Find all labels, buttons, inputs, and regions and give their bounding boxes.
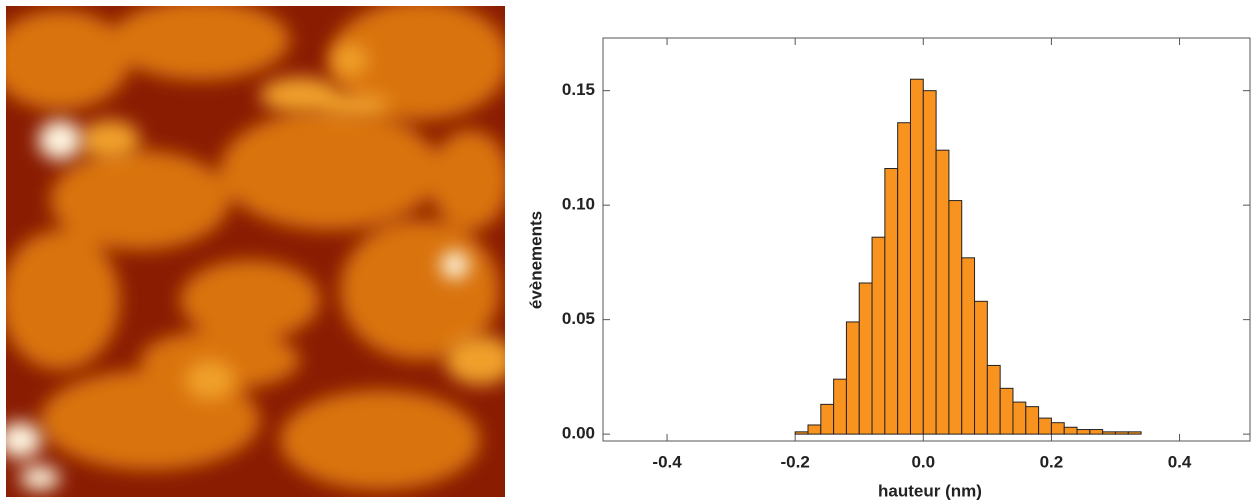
bar (884, 168, 899, 435)
bar (935, 149, 950, 435)
x-axis-label: hauteur (nm) (878, 481, 982, 500)
bar (1025, 406, 1040, 435)
bar (858, 282, 873, 435)
bar (1127, 431, 1142, 435)
bar (794, 431, 809, 435)
y-tick-label: 0.15 (562, 80, 595, 99)
bar (961, 257, 976, 435)
bar (1050, 422, 1065, 435)
bar (909, 78, 924, 435)
bar (1063, 426, 1078, 435)
x-tick-label: -0.2 (781, 452, 810, 471)
x-tick-label: 0.0 (911, 452, 935, 471)
y-tick-label: 0.10 (562, 195, 595, 214)
bar (974, 300, 988, 435)
x-tick-label: -0.4 (652, 452, 682, 471)
bar (897, 122, 911, 435)
afm-image (6, 6, 505, 497)
bar (1089, 429, 1104, 435)
bar (871, 236, 886, 435)
bar (1102, 431, 1116, 435)
y-tick-label: 0.05 (562, 309, 595, 328)
y-tick-label: 0.00 (562, 424, 595, 443)
bar (999, 387, 1014, 435)
bar (1114, 431, 1129, 435)
bar (986, 364, 1001, 435)
x-tick-label: 0.2 (1040, 452, 1064, 471)
bar (1038, 417, 1052, 435)
plot-frame (602, 37, 1251, 442)
bar (948, 200, 963, 435)
bar (1012, 401, 1027, 435)
bar (1076, 429, 1091, 435)
bar (922, 90, 937, 435)
bar (807, 424, 822, 435)
bar (820, 403, 835, 435)
bar (833, 378, 847, 435)
y-axis-label: évènements (526, 211, 545, 309)
x-tick-label: 0.4 (1168, 452, 1192, 471)
bar (845, 321, 860, 435)
